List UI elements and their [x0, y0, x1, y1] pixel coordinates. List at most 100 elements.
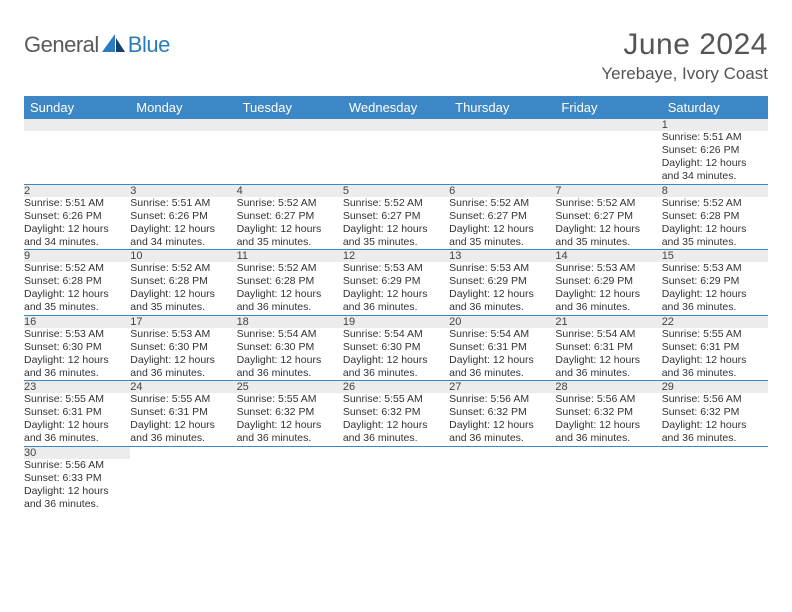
day-info-cell: Sunrise: 5:52 AMSunset: 6:27 PMDaylight:… — [555, 197, 661, 250]
day-info-line: Daylight: 12 hours — [130, 223, 236, 236]
day-number-cell: 3 — [130, 184, 236, 197]
day-info-line: Sunset: 6:29 PM — [343, 275, 449, 288]
day-info-line: Daylight: 12 hours — [662, 354, 768, 367]
day-info-line: Sunset: 6:28 PM — [130, 275, 236, 288]
day-info-cell — [24, 131, 130, 184]
day-info-line: Sunrise: 5:55 AM — [24, 393, 130, 406]
day-info-line: Sunrise: 5:55 AM — [662, 328, 768, 341]
day-info-cell: Sunrise: 5:52 AMSunset: 6:28 PMDaylight:… — [24, 262, 130, 315]
day-info-line: and 35 minutes. — [662, 236, 768, 249]
day-number-cell: 2 — [24, 184, 130, 197]
day-info-cell — [130, 131, 236, 184]
day-number-cell: 22 — [662, 315, 768, 328]
day-number-cell — [555, 446, 661, 459]
day-info-cell: Sunrise: 5:53 AMSunset: 6:29 PMDaylight:… — [555, 262, 661, 315]
day-number-cell: 9 — [24, 250, 130, 263]
day-number-cell — [130, 119, 236, 131]
calendar-body: 1 Sunrise: 5:51 AMSunset: 6:26 PMDayligh… — [24, 119, 768, 511]
day-info-line: Daylight: 12 hours — [555, 354, 661, 367]
brand-logo: General Blue — [24, 28, 170, 58]
day-info-line: and 36 minutes. — [555, 432, 661, 445]
day-info-line: Sunset: 6:27 PM — [237, 210, 343, 223]
calendar-table: Sunday Monday Tuesday Wednesday Thursday… — [24, 96, 768, 511]
day-info-cell: Sunrise: 5:56 AMSunset: 6:32 PMDaylight:… — [449, 393, 555, 446]
day-info-line: Sunrise: 5:51 AM — [24, 197, 130, 210]
weekday-thursday: Thursday — [449, 96, 555, 119]
day-info-cell: Sunrise: 5:53 AMSunset: 6:29 PMDaylight:… — [662, 262, 768, 315]
day-info-line: and 35 minutes. — [130, 301, 236, 314]
day-number-cell: 6 — [449, 184, 555, 197]
day-number-cell: 23 — [24, 381, 130, 394]
day-info-line: Sunset: 6:27 PM — [555, 210, 661, 223]
day-info-cell: Sunrise: 5:52 AMSunset: 6:28 PMDaylight:… — [237, 262, 343, 315]
day-info-line: Sunset: 6:32 PM — [662, 406, 768, 419]
day-info-cell — [555, 459, 661, 512]
day-number-cell: 18 — [237, 315, 343, 328]
day-info-line: Daylight: 12 hours — [343, 223, 449, 236]
day-info-cell — [449, 131, 555, 184]
day-info-line: and 35 minutes. — [237, 236, 343, 249]
day-info-line: and 36 minutes. — [343, 301, 449, 314]
day-info-line: Sunrise: 5:54 AM — [449, 328, 555, 341]
day-info-cell: Sunrise: 5:51 AMSunset: 6:26 PMDaylight:… — [662, 131, 768, 184]
day-info-line: Sunrise: 5:55 AM — [343, 393, 449, 406]
day-number-cell: 13 — [449, 250, 555, 263]
day-number-cell: 11 — [237, 250, 343, 263]
day-info-line: Sunset: 6:31 PM — [555, 341, 661, 354]
day-info-line: Sunset: 6:29 PM — [662, 275, 768, 288]
day-info-cell: Sunrise: 5:55 AMSunset: 6:31 PMDaylight:… — [130, 393, 236, 446]
weekday-friday: Friday — [555, 96, 661, 119]
day-info-line: and 36 minutes. — [24, 367, 130, 380]
day-info-line: Sunset: 6:31 PM — [449, 341, 555, 354]
weekday-wednesday: Wednesday — [343, 96, 449, 119]
day-info-line: Sunrise: 5:52 AM — [237, 262, 343, 275]
day-info-line: Daylight: 12 hours — [662, 419, 768, 432]
day-number-cell: 5 — [343, 184, 449, 197]
day-number-cell — [662, 446, 768, 459]
day-info-line: and 36 minutes. — [449, 432, 555, 445]
day-info-line: Sunset: 6:27 PM — [343, 210, 449, 223]
day-info-line: Sunrise: 5:51 AM — [662, 131, 768, 144]
day-info-cell: Sunrise: 5:52 AMSunset: 6:28 PMDaylight:… — [662, 197, 768, 250]
day-info-cell — [343, 131, 449, 184]
day-info-line: Daylight: 12 hours — [24, 485, 130, 498]
day-info-line: Sunrise: 5:52 AM — [237, 197, 343, 210]
day-info-line: Sunset: 6:28 PM — [662, 210, 768, 223]
day-info-line: Daylight: 12 hours — [237, 288, 343, 301]
day-info-line: Daylight: 12 hours — [343, 288, 449, 301]
day-info-cell: Sunrise: 5:55 AMSunset: 6:32 PMDaylight:… — [343, 393, 449, 446]
day-info-line: Sunrise: 5:55 AM — [130, 393, 236, 406]
day-info-line: Daylight: 12 hours — [343, 354, 449, 367]
day-number-cell — [237, 446, 343, 459]
day-info-line: Sunset: 6:28 PM — [24, 275, 130, 288]
calendar-page: General Blue June 2024 Yerebaye, Ivory C… — [0, 0, 792, 511]
day-info-line: and 36 minutes. — [24, 432, 130, 445]
day-info-line: and 34 minutes. — [130, 236, 236, 249]
day-info-cell: Sunrise: 5:53 AMSunset: 6:30 PMDaylight:… — [130, 328, 236, 381]
weekday-saturday: Saturday — [662, 96, 768, 119]
day-number-cell: 7 — [555, 184, 661, 197]
day-info-line: Daylight: 12 hours — [449, 288, 555, 301]
day-info-line: Sunset: 6:29 PM — [449, 275, 555, 288]
day-info-cell: Sunrise: 5:54 AMSunset: 6:30 PMDaylight:… — [237, 328, 343, 381]
day-number-cell — [343, 446, 449, 459]
day-info-line: and 35 minutes. — [24, 301, 130, 314]
day-info-line: Sunset: 6:28 PM — [237, 275, 343, 288]
day-info-line: Daylight: 12 hours — [662, 288, 768, 301]
day-info-cell: Sunrise: 5:52 AMSunset: 6:28 PMDaylight:… — [130, 262, 236, 315]
day-info-line: Sunset: 6:30 PM — [237, 341, 343, 354]
day-info-line: Sunset: 6:29 PM — [555, 275, 661, 288]
logo-word-general: General — [24, 32, 99, 58]
day-info-line: Sunset: 6:32 PM — [237, 406, 343, 419]
day-number-cell: 12 — [343, 250, 449, 263]
day-info-line: and 34 minutes. — [662, 170, 768, 183]
header: General Blue June 2024 Yerebaye, Ivory C… — [24, 28, 768, 84]
day-info-line: Sunrise: 5:53 AM — [662, 262, 768, 275]
day-info-cell — [662, 459, 768, 512]
day-number-cell — [555, 119, 661, 131]
day-info-line: Daylight: 12 hours — [24, 223, 130, 236]
day-number-cell: 14 — [555, 250, 661, 263]
day-info-line: Daylight: 12 hours — [555, 419, 661, 432]
day-info-line: and 36 minutes. — [130, 367, 236, 380]
day-number-cell: 25 — [237, 381, 343, 394]
